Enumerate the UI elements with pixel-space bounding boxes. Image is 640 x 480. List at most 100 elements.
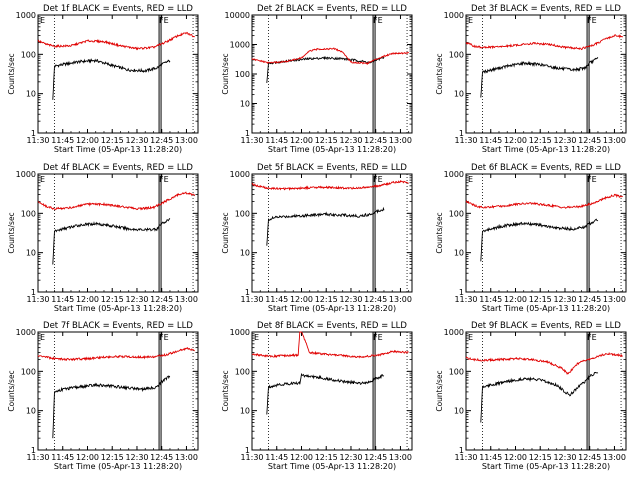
x-tick-label: 12:30 <box>339 453 362 462</box>
x-tick-label: 11:45 <box>51 136 74 145</box>
x-tick-label: 12:15 <box>529 136 552 145</box>
x-tick-label: 11:30 <box>454 453 477 462</box>
series-line-lld <box>37 31 195 51</box>
y-axis-label: Counts/sec <box>7 53 16 94</box>
y-tick-label: 10 <box>240 407 250 416</box>
series-line-events <box>480 371 599 423</box>
series-line-events <box>52 218 171 265</box>
detector-panel-5: Det 5f BLACK = Events, RED = LLD 1 10 100 10… <box>221 163 413 313</box>
series-line-lld <box>37 191 196 211</box>
y-tick-label: 1000 <box>230 41 250 50</box>
y-tick-label: 1 <box>31 129 36 138</box>
x-tick-label: 13:00 <box>389 295 412 304</box>
x-tick-label: 12:00 <box>504 136 527 145</box>
x-tick-label: 12:00 <box>290 136 313 145</box>
panel-title: Det 3f BLACK = Events, RED = LLD <box>471 4 621 14</box>
x-axis-label: Start Time (05-Apr-13 11:28:20) <box>482 304 610 313</box>
x-tick-label: 11:45 <box>51 295 74 304</box>
x-tick-label: 12:15 <box>101 295 124 304</box>
y-tick-label: 1000 <box>16 328 36 337</box>
x-tick-label: 11:45 <box>265 453 288 462</box>
y-tick-label: 10 <box>26 407 36 416</box>
plot-frame <box>37 14 199 134</box>
detector-panel-3: Det 3f BLACK = Events, RED = LLD 1 10 100 10… <box>435 4 627 154</box>
x-axis-label: Start Time (05-Apr-13 11:28:20) <box>54 145 182 154</box>
y-tick-label: 1 <box>31 446 36 455</box>
plot-frame <box>251 14 413 134</box>
marker-label-right: FE <box>587 16 597 25</box>
x-tick-label: 12:00 <box>290 295 313 304</box>
x-tick-label: 11:45 <box>265 295 288 304</box>
series-line-events <box>266 372 385 415</box>
y-tick-label: 10 <box>454 90 464 99</box>
x-tick-label: 12:00 <box>504 453 527 462</box>
series-line-lld <box>37 347 195 362</box>
y-tick-label: 10 <box>26 90 36 99</box>
x-tick-label: 11:30 <box>240 295 263 304</box>
marker-label-right: FE <box>159 16 169 25</box>
x-tick-label: 12:15 <box>101 136 124 145</box>
x-tick-label: 13:00 <box>389 136 412 145</box>
y-axis-label: Counts/sec <box>435 212 444 253</box>
marker-label-left: E <box>254 333 259 342</box>
series-line-events <box>52 58 171 100</box>
y-axis-label: Counts/sec <box>435 370 444 411</box>
x-tick-label: 12:30 <box>553 453 576 462</box>
y-tick-label: 1000 <box>444 11 464 20</box>
panel-title: Det 4f BLACK = Events, RED = LLD <box>43 163 193 173</box>
y-tick-label: 10 <box>240 100 250 109</box>
x-tick-label: 12:15 <box>529 295 552 304</box>
y-tick-label: 100 <box>235 209 250 218</box>
x-tick-label: 12:45 <box>578 453 601 462</box>
y-axis-label: Counts/sec <box>7 370 16 411</box>
y-tick-label: 1 <box>459 288 464 297</box>
detector-panel-2: Det 2f BLACK = Events, RED = LLD 1 10 100 10… <box>221 4 413 154</box>
series-line-events <box>266 55 385 83</box>
x-tick-label: 12:45 <box>364 453 387 462</box>
y-tick-label: 1 <box>459 446 464 455</box>
x-tick-label: 11:45 <box>265 136 288 145</box>
x-tick-label: 12:00 <box>76 295 99 304</box>
y-tick-label: 1 <box>31 288 36 297</box>
detector-panel-8: Det 8f BLACK = Events, RED = LLD 1 10 100 10… <box>221 321 413 471</box>
x-tick-label: 13:00 <box>389 453 412 462</box>
x-tick-label: 11:45 <box>479 453 502 462</box>
x-axis-label: Start Time (05-Apr-13 11:28:20) <box>54 462 182 471</box>
x-axis-label: Start Time (05-Apr-13 11:28:20) <box>54 304 182 313</box>
x-tick-label: 12:45 <box>364 136 387 145</box>
y-tick-label: 1000 <box>230 170 250 179</box>
series-line-lld <box>251 331 409 359</box>
detector-panel-4: Det 4f BLACK = Events, RED = LLD 1 10 100 10… <box>7 163 199 313</box>
x-tick-label: 12:30 <box>339 136 362 145</box>
x-tick-label: 12:15 <box>315 453 338 462</box>
x-axis-label: Start Time (05-Apr-13 11:28:20) <box>482 145 610 154</box>
x-tick-label: 12:45 <box>578 136 601 145</box>
panel-title: Det 5f BLACK = Events, RED = LLD <box>257 163 407 173</box>
y-tick-label: 1 <box>245 446 250 455</box>
y-tick-label: 100 <box>235 70 250 79</box>
y-tick-label: 100 <box>449 209 464 218</box>
series-line-lld <box>465 351 623 376</box>
marker-label-right: FE <box>159 333 169 342</box>
y-tick-label: 100 <box>21 367 36 376</box>
x-tick-label: 12:30 <box>125 136 148 145</box>
detector-panel-9: Det 9f BLACK = Events, RED = LLD 1 10 100 10… <box>435 321 627 471</box>
series-line-events <box>266 206 385 246</box>
series-line-lld <box>465 193 623 209</box>
y-axis-label: Counts/sec <box>221 370 230 411</box>
y-axis-label: Counts/sec <box>221 212 230 253</box>
x-axis-label: Start Time (05-Apr-13 11:28:20) <box>482 462 610 471</box>
x-tick-label: 11:45 <box>479 136 502 145</box>
x-tick-label: 12:00 <box>76 136 99 145</box>
x-tick-label: 12:00 <box>290 453 313 462</box>
y-tick-label: 10 <box>454 249 464 258</box>
y-tick-label: 10 <box>26 249 36 258</box>
detector-panel-6: Det 6f BLACK = Events, RED = LLD 1 10 100 10… <box>435 163 627 313</box>
y-tick-label: 100 <box>21 209 36 218</box>
panel-title: Det 7f BLACK = Events, RED = LLD <box>43 321 193 331</box>
y-tick-label: 10 <box>454 407 464 416</box>
x-axis-label: Start Time (05-Apr-13 11:28:20) <box>268 462 396 471</box>
x-tick-label: 12:45 <box>150 295 173 304</box>
x-tick-label: 12:00 <box>504 295 527 304</box>
